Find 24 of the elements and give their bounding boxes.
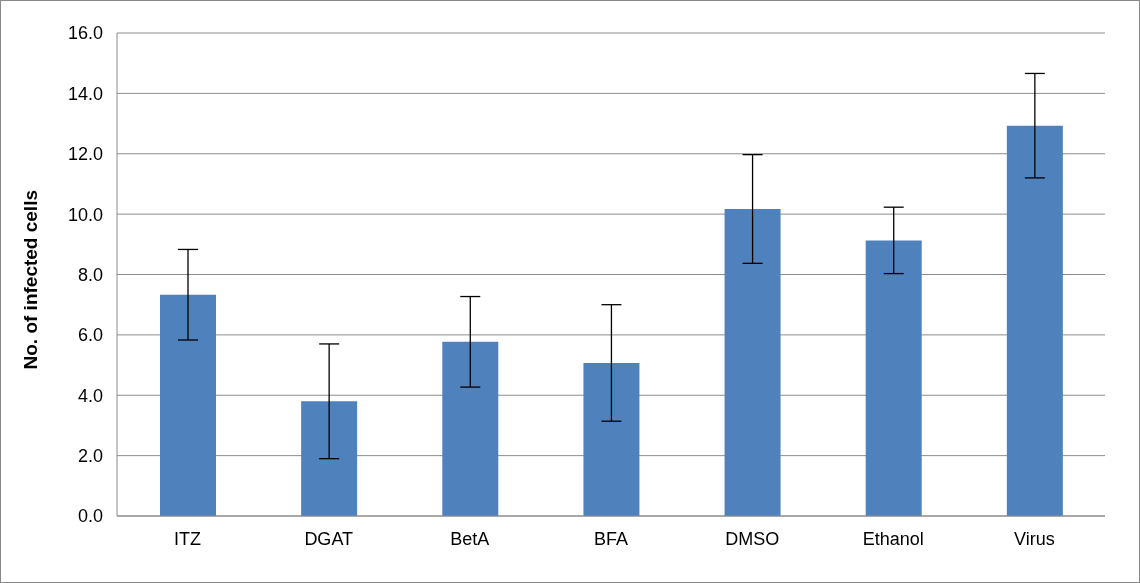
x-tick-label: DGAT <box>304 528 354 549</box>
bar <box>160 294 216 516</box>
bar <box>1006 125 1063 516</box>
x-tick-label: ITZ <box>174 528 202 549</box>
y-tick-label: 6.0 <box>77 325 103 346</box>
y-tick-label: 0.0 <box>77 506 103 527</box>
bar <box>583 362 640 516</box>
y-tick-label: 8.0 <box>77 264 103 285</box>
y-axis-title: No. of infected cells <box>19 190 41 370</box>
bar <box>442 341 499 516</box>
x-tick-label: Virus <box>1014 528 1055 549</box>
y-tick-label: 4.0 <box>77 385 103 406</box>
x-tick-label: DMSO <box>725 528 780 549</box>
y-tick-label: 12.0 <box>67 144 103 165</box>
bar <box>301 401 358 516</box>
x-tick-label: Ethanol <box>862 528 924 549</box>
bar <box>724 208 781 516</box>
x-tick-label: BetA <box>450 528 490 549</box>
y-tick-label: 16.0 <box>67 23 103 44</box>
y-tick-label: 2.0 <box>77 446 103 467</box>
y-tick-label: 10.0 <box>67 204 103 225</box>
bar <box>865 240 922 516</box>
x-tick-label: BFA <box>593 528 629 549</box>
y-tick-label: 14.0 <box>67 83 103 104</box>
